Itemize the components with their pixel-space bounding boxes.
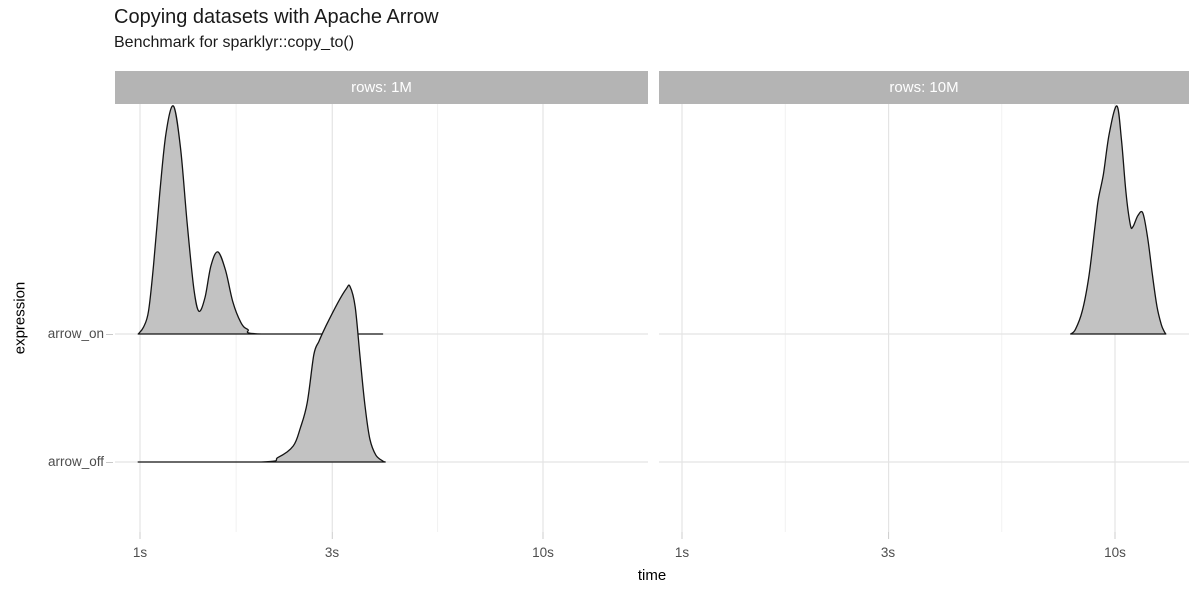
y-tick-mark bbox=[106, 462, 113, 463]
x-tick-label: 3s bbox=[324, 545, 340, 560]
x-tick-label: 1s bbox=[674, 545, 690, 560]
x-tick-label: 3s bbox=[880, 545, 896, 560]
facet-strip-10m: rows: 10M bbox=[659, 71, 1189, 104]
panel-rows-1m bbox=[115, 104, 648, 539]
chart-title: Copying datasets with Apache Arrow bbox=[114, 6, 439, 28]
chart-subtitle: Benchmark for sparklyr::copy_to() bbox=[114, 34, 355, 51]
x-axis-title: time bbox=[637, 567, 667, 584]
y-axis-title: expression bbox=[11, 281, 29, 355]
y-tick-mark bbox=[106, 334, 113, 335]
x-tick-label: 10s bbox=[532, 545, 554, 560]
panel-rows-10m bbox=[659, 104, 1189, 539]
y-tick-label-arrow-off: arrow_off bbox=[47, 454, 104, 469]
x-tick-label: 10s bbox=[1104, 545, 1126, 560]
facet-strip-1m: rows: 1M bbox=[115, 71, 648, 104]
density-ridge-arrow_on bbox=[137, 105, 384, 335]
y-tick-label-arrow-on: arrow_on bbox=[47, 326, 104, 341]
x-tick-label: 1s bbox=[132, 545, 148, 560]
density-ridge-arrow_off bbox=[137, 284, 386, 463]
density-ridge-arrow_on bbox=[1070, 105, 1167, 335]
